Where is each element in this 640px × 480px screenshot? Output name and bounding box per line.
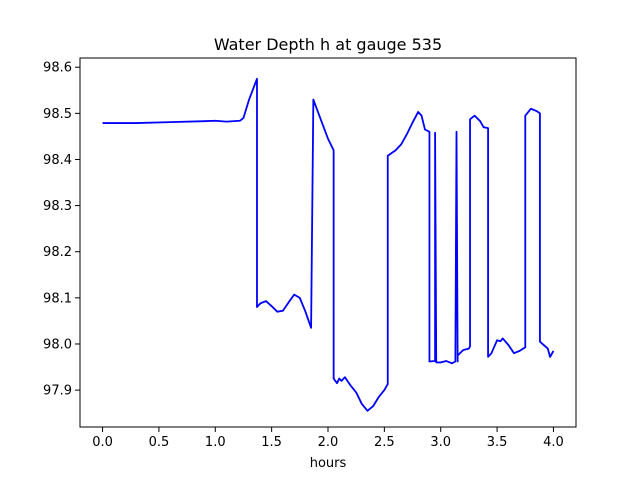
x-tick-label: 0.5 xyxy=(149,435,170,450)
y-tick-label: 98.3 xyxy=(43,199,72,214)
x-tick-label: 3.0 xyxy=(430,435,451,450)
x-tick-label: 3.5 xyxy=(487,435,508,450)
x-tick-label: 1.5 xyxy=(261,435,282,450)
y-tick-label: 98.4 xyxy=(43,153,72,168)
y-tick-label: 97.9 xyxy=(43,384,72,399)
y-tick-label: 98.6 xyxy=(43,61,72,76)
x-tick-label: 0.0 xyxy=(92,435,113,450)
y-tick-label: 98.1 xyxy=(43,291,72,306)
x-tick-label: 4.0 xyxy=(543,435,564,450)
x-axis-label: hours xyxy=(310,456,347,471)
y-tick-label: 98.5 xyxy=(43,107,72,122)
y-tick-label: 98.0 xyxy=(43,337,72,352)
x-axis: 0.0 0.5 1.0 1.5 2.0 2.5 3.0 3.5 4.0 xyxy=(92,427,564,450)
series-line xyxy=(102,77,555,412)
y-axis: 97.9 98.0 98.1 98.2 98.3 98.4 98.5 98.6 xyxy=(43,61,80,399)
x-tick-label: 1.0 xyxy=(205,435,226,450)
y-tick-label: 98.2 xyxy=(43,245,72,260)
chart-title: Water Depth h at gauge 535 xyxy=(214,35,442,54)
x-tick-label: 2.5 xyxy=(374,435,395,450)
x-tick-label: 2.0 xyxy=(318,435,339,450)
